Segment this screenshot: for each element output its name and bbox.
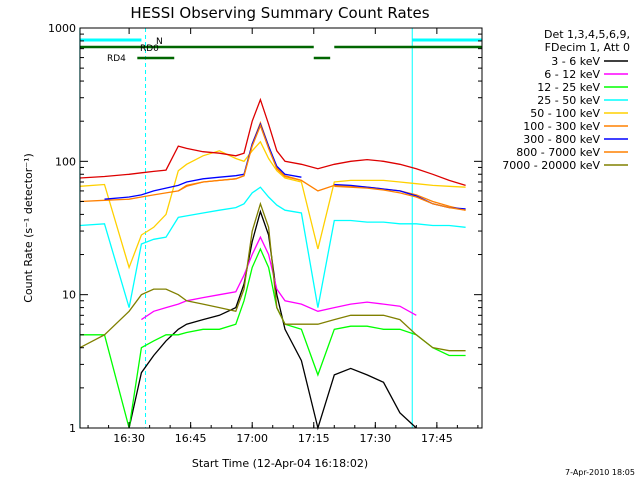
y-tick-label-4: 1000: [48, 22, 76, 35]
series-line-5-part-1: [79, 140, 466, 270]
series-line-9-part-1: [79, 201, 466, 352]
x-tick-label-3: 17:00: [236, 432, 268, 445]
y-tick-label-2: 10: [62, 289, 76, 302]
legend-label-2: 6 - 12 keV: [544, 68, 600, 81]
status-label-n: N: [156, 37, 163, 47]
series-line-8-part-1: [177, 123, 302, 192]
plot-frame: [79, 27, 483, 429]
y-tick-label-3: 100: [55, 155, 76, 168]
footer-date: 7-Apr-2010 18:05: [565, 468, 635, 477]
series-line-8-part-2: [334, 185, 466, 211]
series-line-7-part-1: [104, 122, 302, 200]
legend-label-3: 12 - 25 keV: [537, 81, 600, 94]
legend-label-5: 50 - 100 keV: [530, 107, 600, 120]
series-line-1-part-1: [128, 209, 417, 431]
series-line-3-part-1: [79, 247, 466, 429]
legend-label-7: 300 - 800 keV: [523, 133, 600, 146]
y-axis-label: Count Rate (s⁻¹ detector⁻¹): [22, 153, 35, 303]
series-line-10-part-1: [79, 97, 466, 187]
legend-label-4: 25 - 50 keV: [537, 94, 600, 107]
legend: Det 1,3,4,5,6,9, FDecim 1, Att 0 3 - 6 k…: [502, 28, 630, 172]
status-label-rd4: RD4: [107, 54, 126, 64]
legend-header-line-2: FDecim 1, Att 0: [545, 41, 630, 54]
axes: 16:30 16:45 17:00 17:15 17:30 17:45 1 10 100 1000: [48, 22, 483, 445]
x-tick-label-5: 17:30: [359, 432, 391, 445]
legend-label-9: 7000 - 20000 keV: [502, 159, 600, 172]
x-tick-label-1: 16:30: [113, 432, 145, 445]
legend-label-1: 3 - 6 keV: [551, 55, 600, 68]
status-label-rd0: RD0: [140, 44, 159, 54]
chart-title: HESSI Observing Summary Count Rates: [130, 4, 429, 22]
legend-header-line-1: Det 1,3,4,5,6,9,: [544, 28, 630, 41]
series-line-2-part-1: [141, 235, 417, 321]
x-tick-label-2: 16:45: [175, 432, 207, 445]
y-tick-label-1: 1: [69, 422, 76, 435]
legend-label-8: 800 - 7000 keV: [516, 146, 600, 159]
series-line-4-part-1: [79, 186, 466, 308]
x-axis-label: Start Time (12-Apr-04 16:18:02): [192, 457, 368, 470]
legend-label-6: 100 - 300 keV: [523, 120, 600, 133]
x-tick-label-6: 17:45: [421, 432, 453, 445]
x-tick-label-4: 17:15: [298, 432, 330, 445]
